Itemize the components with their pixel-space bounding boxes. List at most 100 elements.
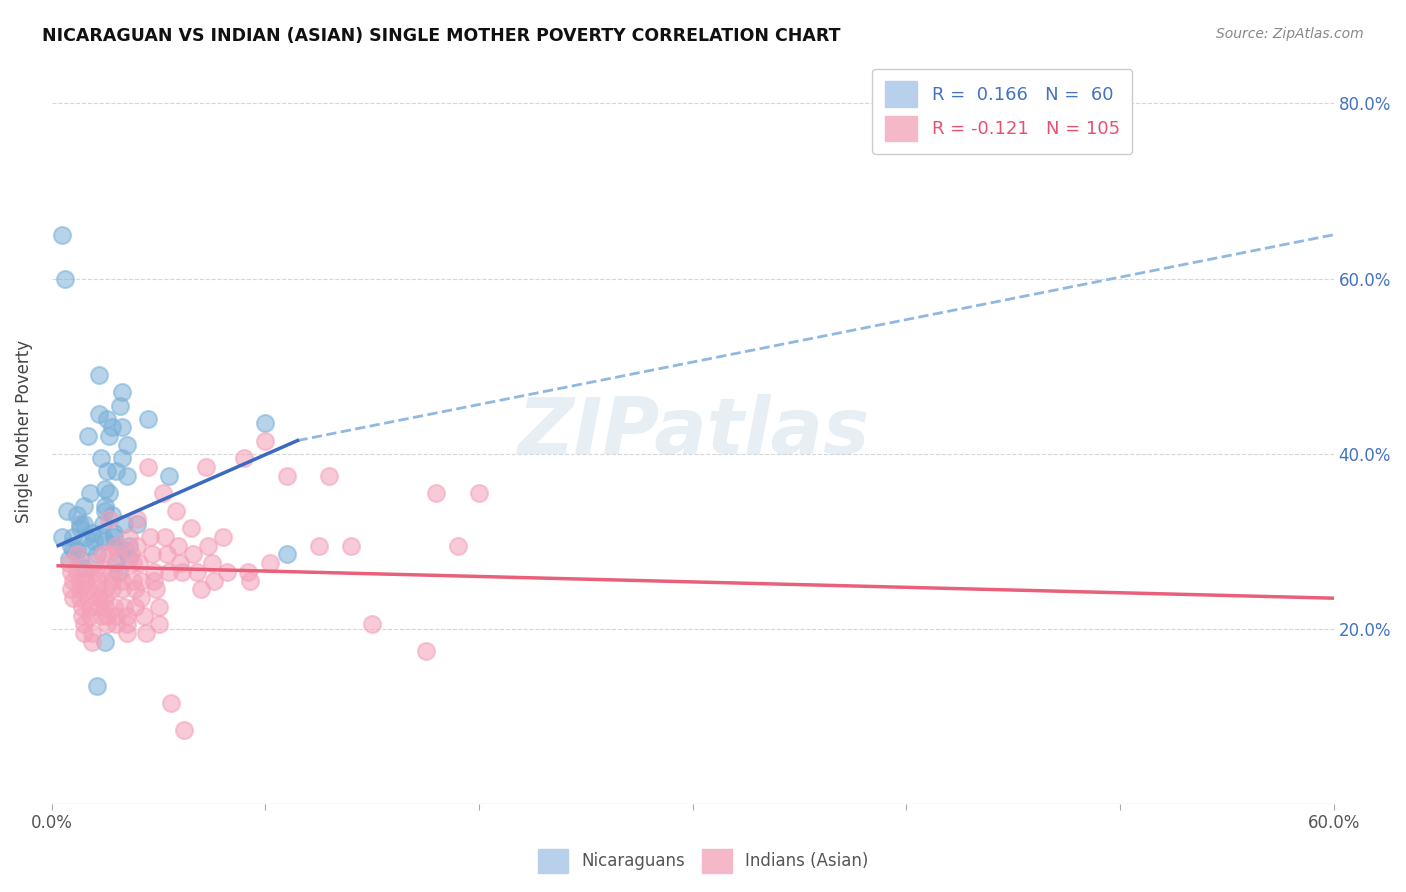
Point: [66, 508, 89, 522]
Point: [98, 512, 121, 526]
Point: [238, 565, 260, 579]
Point: [118, 530, 141, 544]
Point: [94, 503, 117, 517]
Point: [83, 534, 105, 549]
Legend: Nicaraguans, Indians (Asian): Nicaraguans, Indians (Asian): [531, 842, 875, 880]
Point: [148, 617, 170, 632]
Point: [132, 608, 155, 623]
Point: [170, 565, 193, 579]
Point: [112, 543, 135, 558]
Point: [75, 565, 97, 579]
Point: [77, 429, 100, 443]
Point: [165, 503, 187, 517]
Point: [103, 525, 125, 540]
Point: [118, 551, 141, 566]
Point: [135, 626, 157, 640]
Point: [276, 468, 298, 483]
Point: [361, 617, 384, 632]
Point: [425, 486, 447, 500]
Point: [148, 599, 170, 614]
Point: [69, 582, 91, 597]
Point: [115, 438, 138, 452]
Point: [79, 608, 101, 623]
Point: [160, 696, 183, 710]
Point: [118, 539, 141, 553]
Point: [153, 530, 176, 544]
Point: [98, 486, 121, 500]
Point: [62, 574, 84, 588]
Point: [211, 530, 233, 544]
Point: [104, 539, 127, 553]
Point: [96, 617, 118, 632]
Point: [100, 565, 122, 579]
Text: NICARAGUAN VS INDIAN (ASIAN) SINGLE MOTHER POVERTY CORRELATION CHART: NICARAGUAN VS INDIAN (ASIAN) SINGLE MOTH…: [42, 27, 841, 45]
Point: [127, 516, 149, 531]
Point: [66, 548, 89, 562]
Point: [53, 271, 76, 285]
Point: [194, 459, 217, 474]
Point: [104, 464, 127, 478]
Point: [120, 548, 142, 562]
Point: [276, 548, 298, 562]
Point: [152, 486, 174, 500]
Point: [94, 534, 117, 549]
Point: [94, 500, 117, 514]
Point: [90, 451, 112, 466]
Point: [98, 429, 121, 443]
Point: [115, 608, 138, 623]
Point: [100, 420, 122, 434]
Point: [82, 626, 104, 640]
Text: Source: ZipAtlas.com: Source: ZipAtlas.com: [1216, 27, 1364, 41]
Point: [86, 548, 108, 562]
Point: [108, 399, 131, 413]
Point: [259, 556, 281, 570]
Point: [83, 556, 105, 570]
Point: [73, 516, 96, 531]
Point: [115, 626, 138, 640]
Point: [69, 574, 91, 588]
Point: [139, 530, 162, 544]
Y-axis label: Single Mother Poverty: Single Mother Poverty: [15, 340, 32, 524]
Point: [69, 591, 91, 606]
Point: [131, 574, 153, 588]
Point: [124, 599, 146, 614]
Point: [308, 539, 330, 553]
Point: [94, 582, 117, 597]
Point: [190, 582, 212, 597]
Point: [127, 512, 149, 526]
Point: [59, 565, 82, 579]
Point: [96, 411, 118, 425]
Point: [62, 530, 84, 544]
Point: [55, 503, 77, 517]
Point: [91, 565, 114, 579]
Point: [62, 591, 84, 606]
Point: [100, 508, 122, 522]
Point: [111, 385, 134, 400]
Point: [86, 582, 108, 597]
Legend: R =  0.166   N =  60, R = -0.121   N = 105: R = 0.166 N = 60, R = -0.121 N = 105: [872, 69, 1132, 154]
Point: [96, 608, 118, 623]
Point: [156, 548, 179, 562]
Point: [111, 420, 134, 434]
Point: [111, 574, 134, 588]
Point: [79, 599, 101, 614]
Point: [62, 543, 84, 558]
Point: [104, 539, 127, 553]
Text: ZIPatlas: ZIPatlas: [516, 393, 869, 470]
Point: [69, 516, 91, 531]
Point: [91, 516, 114, 531]
Point: [91, 548, 114, 562]
Point: [87, 368, 110, 382]
Point: [94, 591, 117, 606]
Point: [111, 451, 134, 466]
Point: [180, 521, 202, 535]
Point: [94, 482, 117, 496]
Point: [166, 539, 188, 553]
Point: [143, 574, 166, 588]
Point: [104, 617, 127, 632]
Point: [75, 530, 97, 544]
Point: [169, 556, 191, 570]
Point: [58, 556, 80, 570]
Point: [115, 468, 138, 483]
Point: [318, 468, 340, 483]
